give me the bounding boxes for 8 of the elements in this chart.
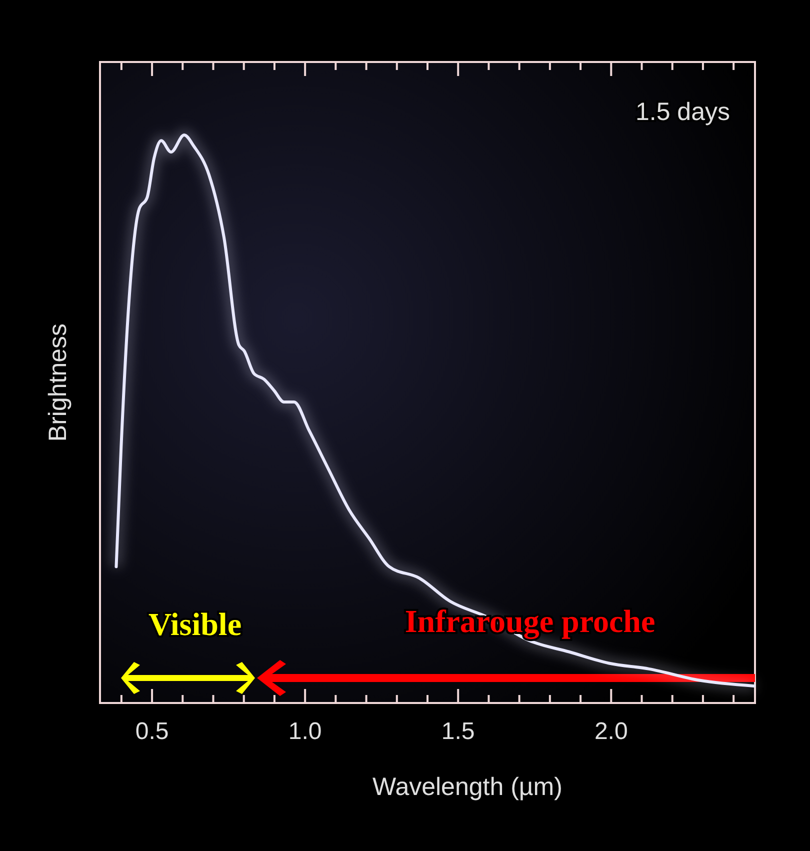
annotation: Visible <box>148 606 242 642</box>
x-tick-label: 0.5 <box>135 718 169 745</box>
x-tick-label: 1.0 <box>288 718 322 745</box>
text: 1.5 days <box>635 98 730 126</box>
x-tick-label: 1.5 <box>441 718 475 745</box>
x-tick-label: 2.0 <box>594 718 628 745</box>
y-axis-title: Brightness <box>44 323 72 442</box>
x-axis-title: Wavelength (µm) <box>372 773 562 801</box>
